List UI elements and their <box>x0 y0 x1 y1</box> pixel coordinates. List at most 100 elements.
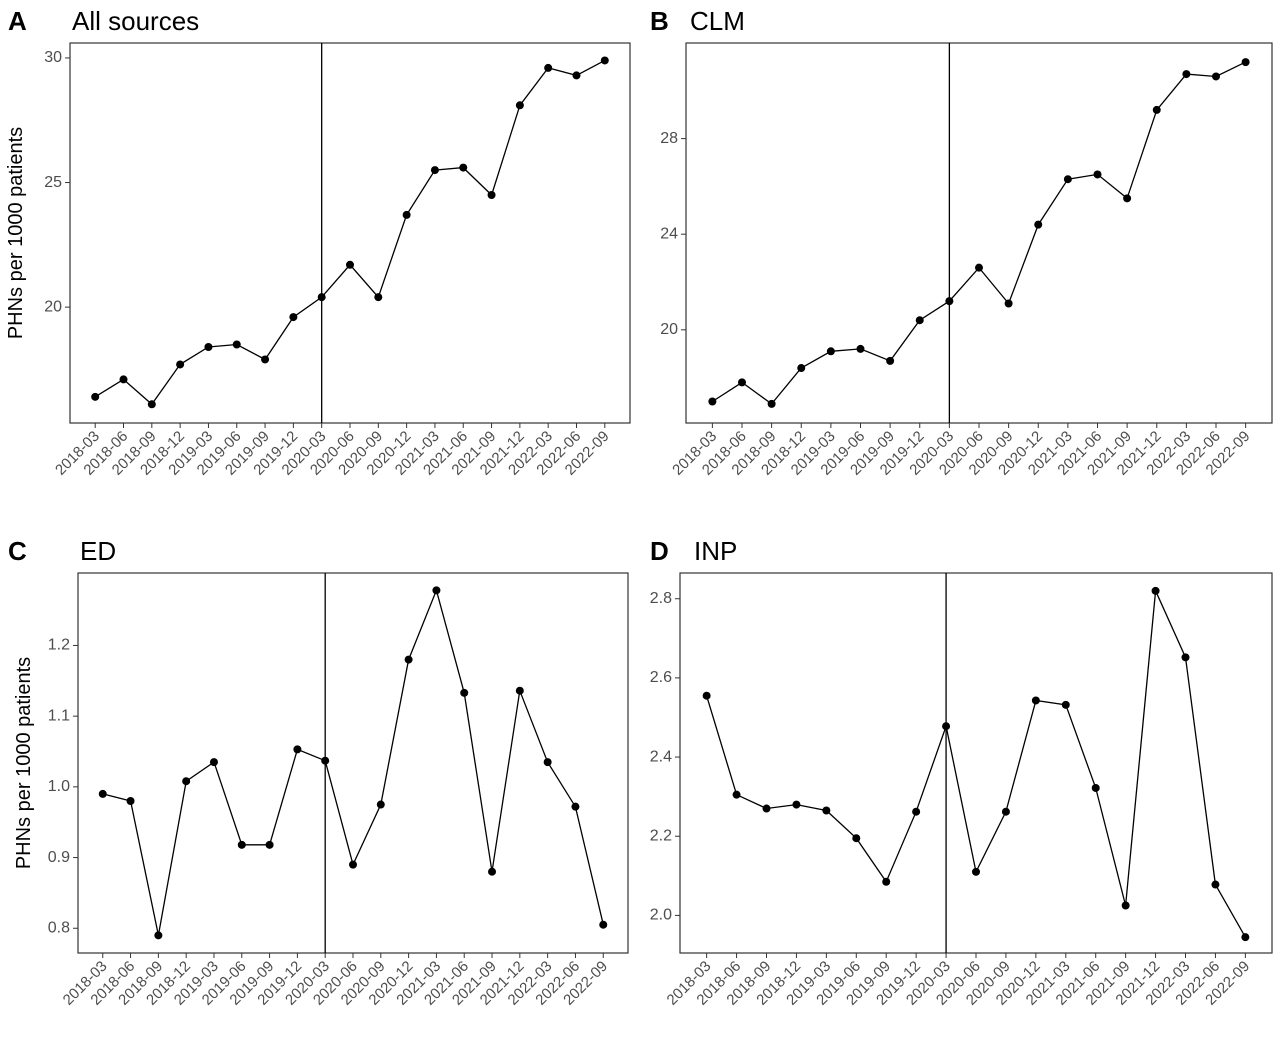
y-tick-label: 2.8 <box>650 590 672 607</box>
data-point <box>599 920 608 929</box>
data-point <box>1001 807 1010 816</box>
data-point <box>544 63 553 72</box>
data-point <box>1063 175 1072 184</box>
data-point <box>98 789 107 798</box>
data-point <box>515 686 524 695</box>
data-point <box>182 777 191 786</box>
data-point <box>1061 700 1070 709</box>
data-point <box>797 364 806 373</box>
data-point <box>1093 170 1102 179</box>
data-point <box>119 375 128 384</box>
data-point <box>1241 933 1250 942</box>
data-point <box>459 163 468 172</box>
data-point <box>1091 783 1100 792</box>
data-point <box>572 71 581 80</box>
data-point <box>543 758 552 767</box>
data-point <box>204 343 213 351</box>
data-point <box>91 392 100 401</box>
y-tick-label: 0.9 <box>48 849 70 866</box>
data-point <box>942 722 951 731</box>
data-point <box>945 297 954 306</box>
data-point <box>176 360 185 369</box>
data-point <box>402 210 411 219</box>
data-point <box>1123 194 1132 203</box>
data-point <box>1182 70 1191 79</box>
y-tick-label: 25 <box>44 174 62 191</box>
y-tick-label: 24 <box>660 225 678 242</box>
data-point <box>515 101 524 110</box>
data-point <box>232 340 241 349</box>
panel-letter: D <box>650 536 669 566</box>
data-point <box>915 316 924 325</box>
data-point <box>1034 220 1043 229</box>
data-point <box>852 834 861 843</box>
y-tick-label: 28 <box>660 130 678 147</box>
y-tick-label: 1.1 <box>48 707 70 724</box>
data-point <box>708 397 717 406</box>
data-point <box>289 313 298 322</box>
data-point <box>822 806 831 815</box>
data-point <box>376 800 385 809</box>
data-point <box>374 293 383 302</box>
data-point <box>209 758 218 767</box>
panel-letter: C <box>8 536 27 566</box>
y-tick-label: 20 <box>44 298 62 315</box>
data-point <box>488 867 497 876</box>
panel-title: ED <box>80 536 116 566</box>
panel-title: All sources <box>72 6 199 36</box>
y-tick-label: 0.8 <box>48 919 70 936</box>
data-point <box>1152 105 1161 114</box>
data-point <box>1241 58 1250 67</box>
data-point <box>792 800 801 809</box>
data-point <box>261 355 270 364</box>
data-point <box>1004 299 1013 308</box>
data-point <box>1151 586 1160 595</box>
series-line <box>94 59 606 406</box>
panel-b: B CLM2024282018-032018-062018-092018-1220… <box>650 6 1273 479</box>
y-axis-label: PHNs per 1000 patients <box>5 127 27 339</box>
plot-frame <box>685 42 1273 424</box>
data-point <box>1211 880 1220 889</box>
plot-frame <box>69 42 631 424</box>
y-tick-label: 1.2 <box>48 637 70 654</box>
data-point <box>430 166 439 175</box>
data-point <box>767 399 776 408</box>
y-tick-label: 2.0 <box>650 907 672 924</box>
data-point <box>882 877 891 886</box>
data-point <box>1212 72 1221 81</box>
data-point <box>432 586 441 595</box>
data-point <box>600 56 609 65</box>
data-point <box>265 840 274 849</box>
data-point <box>126 797 135 805</box>
data-point <box>346 260 354 269</box>
data-point <box>147 400 156 409</box>
data-point <box>237 840 246 849</box>
data-point <box>1181 653 1190 662</box>
data-point <box>732 790 741 799</box>
y-tick-label: 20 <box>660 321 678 338</box>
y-axis-label: PHNs per 1000 patients <box>13 657 35 869</box>
y-tick-label: 30 <box>44 49 62 66</box>
data-point <box>762 804 771 813</box>
data-point <box>349 860 357 869</box>
data-point <box>487 191 496 199</box>
data-point <box>1031 696 1040 705</box>
y-tick-label: 1.0 <box>48 778 70 795</box>
panel-letter: B <box>650 6 669 36</box>
data-point <box>975 263 983 272</box>
data-point <box>1121 901 1130 910</box>
panel-title: INP <box>694 536 737 566</box>
data-point <box>571 802 580 811</box>
data-point <box>886 356 895 365</box>
series-line <box>102 588 604 936</box>
data-point <box>856 344 865 353</box>
panel-a: A All sources PHNs per 1000 patients 20 25 30… <box>5 6 631 479</box>
series-line <box>712 61 1246 405</box>
y-tick-label: 2.4 <box>650 748 672 765</box>
data-point <box>293 745 302 754</box>
plot-frame <box>679 572 1273 954</box>
data-point <box>826 347 835 356</box>
y-tick-label: 2.6 <box>650 669 672 686</box>
panel-title: CLM <box>690 6 745 36</box>
